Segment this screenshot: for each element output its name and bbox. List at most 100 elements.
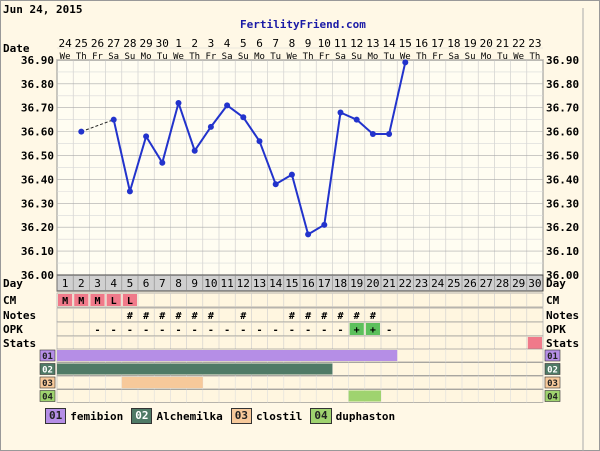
date-row-label: Date <box>3 42 30 55</box>
weekday-label: Th <box>76 52 87 62</box>
y-tick-right: 36.90 <box>546 54 579 67</box>
opk-mark: - <box>127 325 133 336</box>
legend-name-4: duphaston <box>335 409 396 423</box>
weekday-label: Mo <box>141 52 152 62</box>
day-number: 11 <box>220 277 233 290</box>
day-number: 15 <box>285 277 298 290</box>
day-number: 4 <box>110 277 117 290</box>
y-tick-right: 36.00 <box>546 269 579 282</box>
date-label: 20 <box>480 37 493 50</box>
date-label: 3 <box>208 37 215 50</box>
row-label-opk: OPK <box>3 323 23 336</box>
row-label-stats: Stats <box>3 337 36 350</box>
opk-mark: - <box>256 325 262 336</box>
weekday-label: We <box>286 52 297 62</box>
y-tick-right: 36.30 <box>546 197 579 210</box>
med-code-right: 04 <box>547 393 558 403</box>
weekday-label: Su <box>465 52 476 62</box>
weekday-label: We <box>173 52 184 62</box>
day-number: 3 <box>94 277 101 290</box>
y-tick-right: 36.40 <box>546 173 579 186</box>
opk-mark: - <box>94 325 100 336</box>
opk-mark: - <box>175 325 181 336</box>
date-label: 21 <box>496 37 509 50</box>
note-mark: # <box>305 311 311 322</box>
legend-name-2: Alchemilka <box>156 409 223 423</box>
date-label: 19 <box>463 37 476 50</box>
weekday-label: Fr <box>205 52 216 62</box>
legend-code-1: 01 <box>45 408 67 424</box>
temp-line-segment <box>323 112 342 225</box>
weekday-label: Th <box>189 52 200 62</box>
note-mark: # <box>240 311 246 322</box>
temp-point <box>353 116 360 123</box>
temp-line-segment <box>128 136 148 192</box>
date-label: 10 <box>318 37 331 50</box>
weekday-label: Th <box>529 52 540 62</box>
med-code-box-left <box>39 363 56 375</box>
cm-cell <box>58 294 73 306</box>
note-mark: # <box>143 311 149 322</box>
med-code-box-right <box>544 363 561 375</box>
date-label: 5 <box>240 37 247 50</box>
weekday-label: Su <box>238 52 249 62</box>
weekday-label: We <box>513 52 524 62</box>
date-label: 2 <box>191 37 198 50</box>
med-code-box-left <box>39 376 56 389</box>
y-tick-right: 36.80 <box>546 78 579 91</box>
y-tick-right: 36.50 <box>546 150 579 163</box>
opk-mark: - <box>224 325 230 336</box>
row-label-notes: Notes <box>3 309 36 322</box>
cm-cell <box>90 294 105 306</box>
row-label-right-opk: OPK <box>546 323 566 336</box>
temp-line-segment <box>193 126 212 152</box>
day-number: 5 <box>127 277 134 290</box>
weekday-label: Su <box>124 52 135 62</box>
opk-positive-cell <box>349 323 364 335</box>
day-row-label-right: Day <box>546 277 566 290</box>
opk-mark: - <box>111 325 117 336</box>
weekday-label: Su <box>351 52 362 62</box>
y-tick-left: 36.30 <box>21 197 54 210</box>
row-label-right-cm: CM <box>546 294 560 307</box>
note-mark: # <box>127 311 133 322</box>
note-mark: # <box>192 311 198 322</box>
med-code-box-right <box>544 349 561 362</box>
med-code-box-right <box>544 376 561 389</box>
day-number: 16 <box>301 277 314 290</box>
weekday-label: Tu <box>270 52 281 62</box>
legend-code-4: 04 <box>310 408 332 424</box>
row-label-right-stats: Stats <box>546 337 579 350</box>
date-label: 23 <box>528 37 541 50</box>
temp-line-segment <box>112 119 131 192</box>
med-bar <box>348 390 381 402</box>
opk-mark: - <box>305 325 311 336</box>
day-number: 14 <box>269 277 283 290</box>
day-number: 22 <box>399 277 412 290</box>
med-code-left: 02 <box>42 366 53 376</box>
weekday-label: Sa <box>222 52 233 62</box>
row-label-cm: CM <box>3 294 17 307</box>
date-label: 28 <box>123 37 136 50</box>
weekday-label: Mo <box>481 52 492 62</box>
opk-mark: - <box>240 325 246 336</box>
temp-line-segment <box>388 62 407 135</box>
cm-value: M <box>94 296 100 307</box>
opk-mark: + <box>370 325 376 336</box>
y-tick-right: 36.20 <box>546 221 579 234</box>
day-number: 23 <box>415 277 428 290</box>
day-number: 9 <box>191 277 198 290</box>
weekday-label: Th <box>416 52 427 62</box>
weekday-label: We <box>60 52 71 62</box>
temp-line-segment <box>290 174 310 235</box>
date-label: 17 <box>431 37 444 50</box>
temp-line-segment <box>177 102 196 152</box>
cm-value: M <box>78 296 84 307</box>
y-tick-right: 36.60 <box>546 126 579 139</box>
day-number: 1 <box>62 277 69 290</box>
day-number: 10 <box>204 277 217 290</box>
temp-point <box>191 147 198 154</box>
weekday-label: Fr <box>319 52 330 62</box>
